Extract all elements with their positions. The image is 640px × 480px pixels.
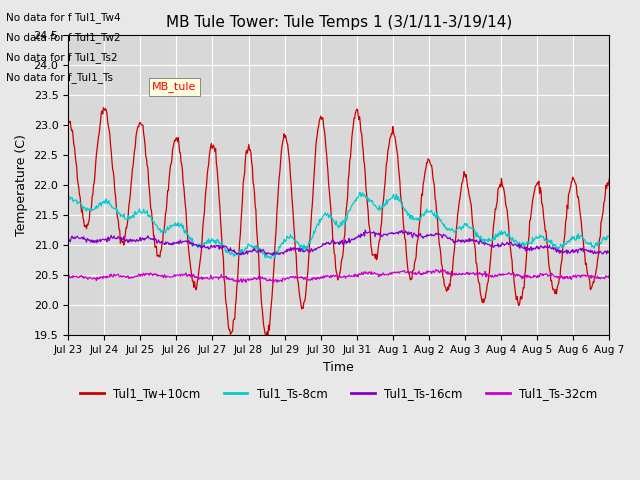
Tul1_Ts-8cm (128, 215, 136, 220)
Tul1_Tw+10cm (396, 179, 404, 184)
Tul1_Tw+10cm (129, 166, 136, 172)
Tul1_Ts-16cm (362, 227, 369, 233)
Tul1_Tw+10cm (264, 334, 272, 339)
Text: No data for f_Tul1_Ts: No data for f_Tul1_Ts (6, 72, 113, 84)
Y-axis label: Temperature (C): Temperature (C) (15, 134, 28, 236)
Tul1_Ts-8cm (396, 197, 404, 203)
Line: Tul1_Ts-32cm: Tul1_Ts-32cm (68, 270, 609, 283)
Tul1_Ts-8cm (254, 248, 262, 254)
Tul1_Tw+10cm (605, 175, 613, 181)
Legend: Tul1_Tw+10cm, Tul1_Ts-8cm, Tul1_Ts-16cm, Tul1_Ts-32cm: Tul1_Tw+10cm, Tul1_Ts-8cm, Tul1_Ts-16cm,… (76, 382, 602, 404)
Tul1_Ts-16cm (396, 229, 404, 235)
Text: No data for f Tul1_Ts2: No data for f Tul1_Ts2 (6, 52, 118, 63)
Tul1_Ts-32cm (64, 274, 72, 279)
Tul1_Tw+10cm (426, 161, 434, 167)
Tul1_Ts-8cm (356, 190, 364, 195)
Line: Tul1_Ts-8cm: Tul1_Ts-8cm (68, 192, 609, 258)
Tul1_Ts-8cm (64, 197, 72, 203)
Tul1_Ts-8cm (426, 209, 434, 215)
Tul1_Tw+10cm (100, 105, 108, 110)
Tul1_Ts-32cm (128, 274, 136, 280)
Tul1_Ts-32cm (254, 276, 262, 281)
Tul1_Ts-32cm (396, 270, 403, 276)
Tul1_Ts-16cm (269, 252, 276, 258)
Tul1_Ts-16cm (275, 250, 283, 256)
Tul1_Ts-16cm (227, 248, 235, 253)
Tul1_Tw+10cm (255, 253, 262, 259)
Tul1_Ts-32cm (227, 276, 235, 282)
Text: No data for f Tul1_Tw4: No data for f Tul1_Tw4 (6, 12, 121, 23)
Tul1_Ts-8cm (227, 251, 235, 256)
Tul1_Ts-32cm (605, 272, 613, 278)
Tul1_Ts-32cm (269, 280, 277, 286)
Line: Tul1_Tw+10cm: Tul1_Tw+10cm (68, 108, 609, 336)
Tul1_Ts-16cm (254, 249, 262, 255)
Tul1_Ts-8cm (605, 235, 613, 240)
Tul1_Ts-8cm (275, 243, 283, 249)
Tul1_Ts-16cm (128, 239, 136, 244)
Tul1_Ts-32cm (432, 267, 440, 273)
Tul1_Tw+10cm (64, 118, 72, 124)
Tul1_Ts-16cm (605, 248, 613, 254)
Text: MB_tule: MB_tule (152, 81, 196, 92)
Title: MB Tule Tower: Tule Temps 1 (3/1/11-3/19/14): MB Tule Tower: Tule Temps 1 (3/1/11-3/19… (166, 15, 512, 30)
Tul1_Ts-32cm (426, 269, 433, 275)
Line: Tul1_Ts-16cm: Tul1_Ts-16cm (68, 230, 609, 255)
Text: No data for f Tul1_Tw2: No data for f Tul1_Tw2 (6, 32, 121, 43)
X-axis label: Time: Time (323, 360, 354, 373)
Tul1_Ts-16cm (64, 236, 72, 241)
Tul1_Tw+10cm (276, 169, 284, 175)
Tul1_Ts-32cm (275, 278, 283, 284)
Tul1_Ts-8cm (267, 255, 275, 261)
Tul1_Tw+10cm (228, 329, 236, 335)
Tul1_Ts-16cm (426, 232, 434, 238)
